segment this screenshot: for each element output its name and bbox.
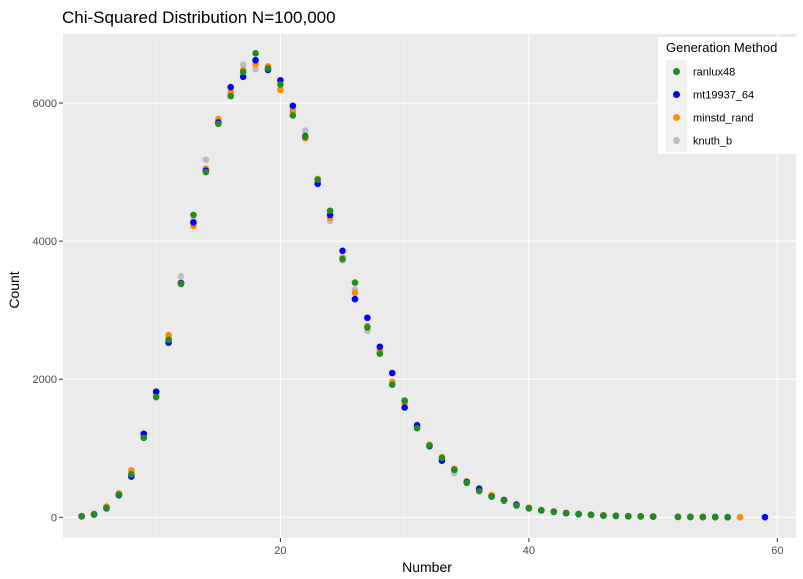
legend-marker-mt19937_64: [673, 91, 680, 98]
point-ranlux48: [488, 493, 495, 500]
point-mt19937_64: [388, 369, 396, 377]
x-tick-label: 40: [523, 545, 535, 557]
point-ranlux48: [376, 350, 384, 357]
legend-label-knuth_b: knuth_b: [693, 136, 732, 148]
point-ranlux48: [649, 513, 657, 520]
y-tick-label: 0: [51, 512, 57, 524]
point-ranlux48: [115, 491, 123, 498]
point-ranlux48: [550, 508, 558, 516]
point-ranlux48: [513, 502, 520, 509]
point-ranlux48: [351, 279, 359, 286]
point-ranlux48: [339, 255, 346, 263]
point-mt19937_64: [364, 314, 371, 322]
point-ranlux48: [500, 497, 508, 505]
point-mt19937_64: [401, 404, 408, 411]
point-ranlux48: [128, 471, 135, 478]
point-ranlux48: [140, 434, 148, 442]
legend-title: Generation Method: [666, 40, 777, 55]
point-ranlux48: [463, 479, 471, 487]
point-ranlux48: [600, 512, 607, 519]
data-points: [78, 50, 769, 521]
point-ranlux48: [475, 487, 483, 495]
point-minstd_rand: [277, 86, 284, 94]
point-mt19937_64: [339, 247, 346, 255]
point-ranlux48: [152, 393, 160, 401]
point-ranlux48: [413, 424, 421, 432]
point-ranlux48: [724, 513, 731, 521]
point-ranlux48: [426, 442, 433, 449]
point-ranlux48: [388, 381, 396, 389]
axes: 20 40 60 0 2000 4000 6000: [33, 98, 784, 557]
point-ranlux48: [301, 133, 309, 141]
point-minstd_rand: [736, 513, 744, 521]
point-ranlux48: [177, 280, 185, 288]
point-mt19937_64: [351, 295, 359, 303]
point-ranlux48: [214, 120, 222, 128]
y-tick-label: 4000: [33, 236, 57, 248]
point-ranlux48: [264, 65, 272, 72]
point-ranlux48: [562, 509, 570, 517]
point-mt19937_64: [761, 513, 769, 521]
point-mt19937_64: [289, 102, 297, 110]
point-ranlux48: [587, 511, 595, 519]
y-tick-label: 2000: [33, 374, 57, 386]
point-ranlux48: [326, 207, 334, 215]
chart-title: Chi-Squared Distribution N=100,000: [62, 8, 336, 27]
point-ranlux48: [687, 513, 694, 521]
point-ranlux48: [239, 68, 247, 76]
y-axis-title: Count: [6, 271, 22, 308]
point-ranlux48: [637, 513, 645, 520]
point-minstd_rand: [351, 289, 359, 297]
legend-label-mt19937_64: mt19937_64: [693, 90, 754, 102]
point-ranlux48: [438, 454, 446, 462]
point-ranlux48: [699, 513, 707, 521]
point-mt19937_64: [376, 343, 384, 351]
point-ranlux48: [277, 81, 284, 88]
point-ranlux48: [165, 336, 172, 344]
legend-label-ranlux48: ranlux48: [693, 67, 735, 79]
point-ranlux48: [624, 512, 632, 520]
point-ranlux48: [451, 466, 458, 473]
point-mt19937_64: [252, 56, 259, 64]
point-ranlux48: [252, 50, 259, 57]
point-ranlux48: [103, 504, 110, 512]
x-tick-label: 60: [771, 545, 783, 557]
point-ranlux48: [289, 112, 297, 119]
point-mt19937_64: [152, 388, 160, 395]
point-knuth_b: [239, 61, 247, 68]
point-ranlux48: [575, 510, 582, 518]
point-mt19937_64: [227, 83, 235, 91]
legend-marker-minstd_rand: [673, 114, 680, 121]
point-ranlux48: [612, 512, 620, 520]
legend-marker-knuth_b: [673, 137, 680, 144]
x-axis-title: Number: [402, 559, 452, 575]
point-knuth_b: [177, 273, 185, 280]
point-ranlux48: [314, 176, 321, 183]
point-knuth_b: [252, 65, 259, 73]
point-ranlux48: [525, 505, 533, 512]
point-ranlux48: [202, 168, 210, 176]
point-ranlux48: [401, 397, 408, 404]
x-tick-label: 20: [274, 545, 286, 557]
point-ranlux48: [364, 324, 371, 331]
point-ranlux48: [227, 92, 235, 100]
point-minstd_rand: [165, 331, 172, 339]
point-ranlux48: [538, 507, 545, 514]
point-mt19937_64: [239, 73, 247, 81]
point-ranlux48: [78, 513, 85, 520]
point-ranlux48: [711, 513, 719, 521]
point-ranlux48: [90, 510, 98, 518]
point-mt19937_64: [190, 219, 197, 226]
y-tick-label: 6000: [33, 98, 57, 110]
point-knuth_b: [202, 156, 210, 163]
point-knuth_b: [301, 127, 309, 134]
point-ranlux48: [190, 211, 197, 219]
legend: Generation Method ranlux48 mt19937_64mins…: [658, 37, 796, 154]
legend-marker-ranlux48: [673, 68, 680, 75]
point-ranlux48: [674, 513, 682, 521]
legend-label-minstd_rand: minstd_rand: [693, 113, 754, 125]
